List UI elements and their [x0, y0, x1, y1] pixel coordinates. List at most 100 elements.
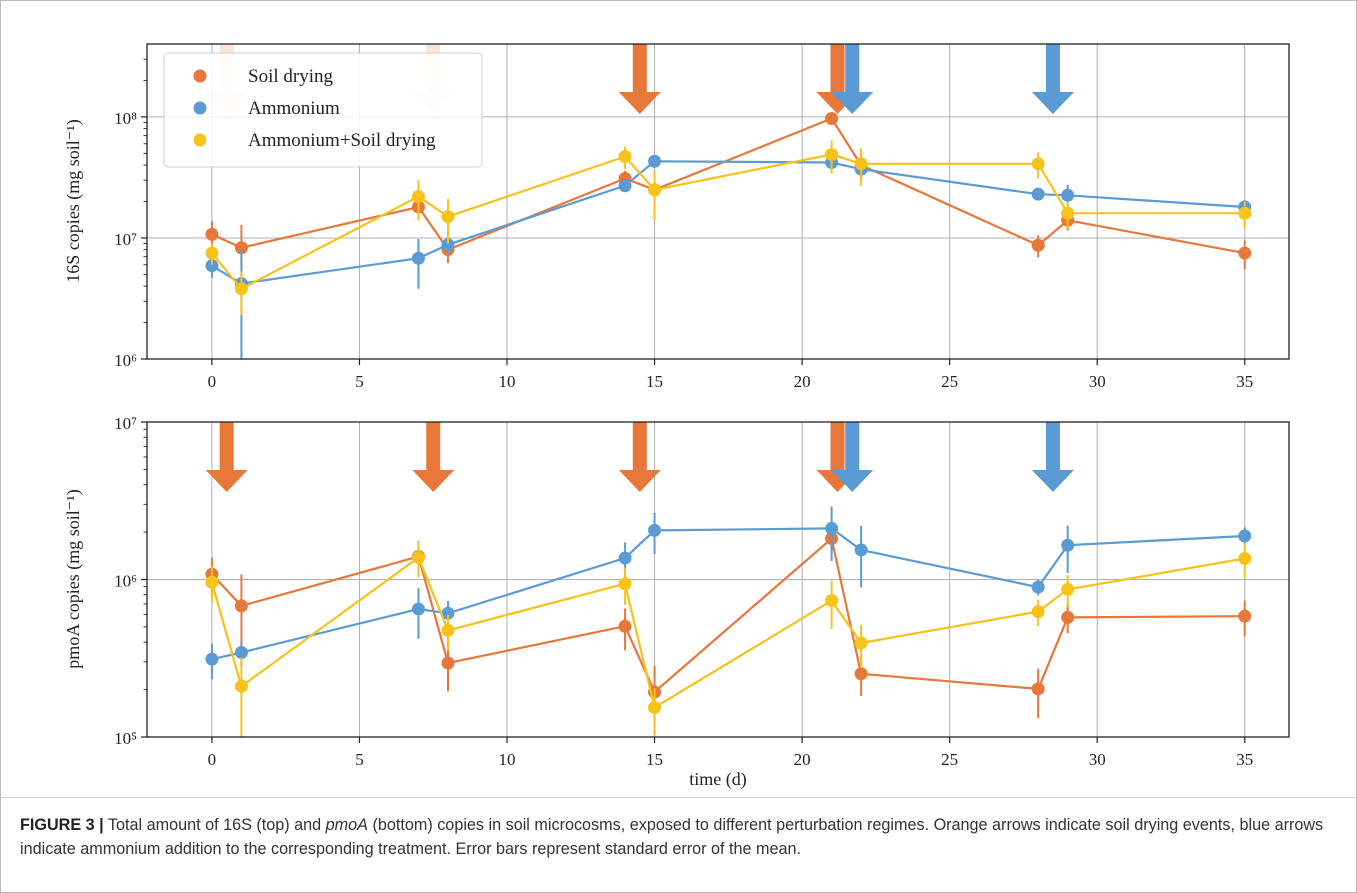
bottom-ammonium-soil-drying-point-2: [411, 550, 425, 564]
bottom-ammonium-point-9: [1061, 538, 1075, 552]
bottom-soil-drying-point-1: [234, 599, 248, 613]
bottom-ammonium-soil-drying-point-6: [825, 594, 839, 608]
top-ammonium-soil-drying-point-1: [234, 282, 248, 296]
top-soil-drying-point-8: [1031, 238, 1045, 252]
bottom-soil-drying-point-8: [1031, 682, 1045, 696]
top-ytick-label-1: 10⁷: [114, 230, 137, 249]
caption-italic-gene: pmoA: [325, 816, 368, 834]
bottom-xtick-label-15: 15: [646, 750, 663, 769]
caption-label: FIGURE 3 |: [20, 816, 104, 834]
bottom-soil-drying-point-3: [441, 656, 455, 670]
legend-label-soil-drying: Soil drying: [248, 66, 333, 87]
bottom-ammonium-soil-drying-series: [205, 542, 1252, 737]
bottom-xtick-label-5: 5: [355, 750, 364, 769]
top-xtick-label-0: 0: [208, 372, 217, 391]
top-soil-drying-point-6: [825, 111, 839, 125]
bottom-arrow-orange-0: [205, 422, 248, 492]
top-xtick-label-10: 10: [499, 372, 516, 391]
bottom-arrow-orange-1: [412, 422, 455, 492]
bottom-xtick-label-30: 30: [1089, 750, 1106, 769]
top-arrow-orange-2: [618, 44, 661, 114]
top-xtick-label-30: 30: [1089, 372, 1106, 391]
top-ammonium-soil-drying-series: [205, 140, 1252, 316]
bottom-ammonium-point-10: [1238, 529, 1252, 543]
bottom-ammonium-point-0: [205, 652, 219, 666]
top-ammonium-soil-drying-line: [211, 153, 1245, 291]
bottom-ammonium-soil-drying-point-1: [234, 679, 248, 693]
caption-text-1: Total amount of 16S (top) and: [103, 816, 326, 834]
bottom-soil-drying-point-7: [854, 667, 868, 681]
top-ammonium-point-3: [441, 238, 455, 252]
bottom-ytick-label-0: 10⁵: [114, 729, 137, 748]
legend-marker-soil-drying: [193, 69, 207, 83]
bottom-ammonium-point-3: [441, 606, 455, 620]
top-xtick-label-5: 5: [355, 372, 364, 391]
legend-marker-ammonium-soil-drying: [193, 133, 207, 147]
bottom-soil-drying-series: [205, 528, 1252, 735]
figure-charts: 0 5 10 15 20 25 30 35 10⁶ 10⁷ 10⁸ 16S copies (mg so…: [63, 43, 1290, 790]
bottom-ammonium-point-1: [234, 645, 248, 659]
top-soil-drying-point-10: [1238, 246, 1252, 260]
bottom-ammonium-soil-drying-point-4: [618, 577, 632, 591]
top-ammonium-point-2: [411, 251, 425, 265]
legend-frame: [163, 52, 483, 168]
bottom-xtick-label-20: 20: [794, 750, 811, 769]
top-soil-drying-point-1: [234, 241, 248, 255]
bottom-ammonium-soil-drying-point-5: [648, 700, 662, 714]
bottom-ammonium-soil-drying-point-7: [854, 636, 868, 650]
bottom-arrow-orange-2: [618, 422, 661, 492]
bottom-xtick-label-35: 35: [1236, 750, 1253, 769]
legend-label-ammonium: Ammonium: [248, 98, 340, 119]
bottom-ammonium-point-8: [1031, 580, 1045, 594]
top-ammonium-soil-drying-point-10: [1238, 206, 1252, 220]
top-ammonium-soil-drying-point-0: [205, 246, 219, 260]
bottom-xtick-label-25: 25: [941, 750, 958, 769]
bottom-ammonium-point-4: [618, 551, 632, 565]
figure-caption: FIGURE 3 | Total amount of 16S (top) and…: [20, 813, 1330, 861]
top-ammonium-soil-drying-point-6: [825, 147, 839, 161]
top-ammonium-point-4: [618, 179, 632, 193]
top-ytick-label-2: 10⁸: [114, 109, 137, 128]
bottom-arrow-blue-5: [1031, 422, 1074, 492]
top-ammonium-soil-drying-point-2: [411, 189, 425, 203]
bottom-ammonium-series: [205, 506, 1252, 680]
top-xtick-label-15: 15: [646, 372, 663, 391]
bottom-ammonium-point-5: [648, 523, 662, 537]
bottom-soil-drying-point-9: [1061, 610, 1075, 624]
top-xtick-label-20: 20: [794, 372, 811, 391]
top-ammonium-point-8: [1031, 187, 1045, 201]
bottom-soil-drying-line: [211, 536, 1245, 694]
bottom-ytick-label-1: 10⁶: [114, 572, 137, 591]
top-ytick-label-0: 10⁶: [114, 351, 137, 370]
top-xtick-label-35: 35: [1236, 372, 1253, 391]
top-ammonium-soil-drying-point-5: [648, 183, 662, 197]
top-soil-drying-point-0: [205, 227, 219, 241]
legend-label-ammonium-soil-drying: Ammonium+Soil drying: [248, 130, 436, 151]
top-ammonium-point-9: [1061, 188, 1075, 202]
bottom-xtick-label-10: 10: [499, 750, 516, 769]
bottom-y-axis-label: pmoA copies (mg soil⁻¹): [63, 489, 84, 668]
legend: Soil drying Ammonium Ammonium+Soil dryin…: [163, 52, 483, 168]
bottom-ammonium-soil-drying-point-10: [1238, 551, 1252, 565]
bottom-soil-drying-point-10: [1238, 609, 1252, 623]
chart-panel-pmoa: 0 5 10 15 20 25 30 35 10⁵ 10⁶ 10⁷ pmoA copies (mg s…: [63, 414, 1290, 790]
caption-text-2: (bottom) copies in soil microcosms, expo…: [20, 816, 1324, 858]
bottom-ammonium-point-7: [854, 543, 868, 557]
bottom-x-axis-label: time (d): [689, 769, 746, 790]
top-ammonium-soil-drying-point-8: [1031, 157, 1045, 171]
top-arrow-blue-5: [1031, 44, 1074, 114]
bottom-ammonium-soil-drying-point-8: [1031, 605, 1045, 619]
bottom-ammonium-soil-drying-point-9: [1061, 582, 1075, 596]
bottom-arrow-blue-4: [831, 422, 874, 492]
top-ammonium-soil-drying-point-4: [618, 150, 632, 164]
bottom-ammonium-point-2: [411, 602, 425, 616]
top-y-axis-label: 16S copies (mg soil⁻¹): [63, 119, 84, 282]
top-ammonium-soil-drying-point-3: [441, 210, 455, 224]
top-ammonium-soil-drying-point-7: [854, 157, 868, 171]
top-ammonium-point-0: [205, 259, 219, 273]
bottom-ammonium-soil-drying-point-0: [205, 575, 219, 589]
legend-marker-ammonium: [193, 101, 207, 115]
bottom-ammonium-soil-drying-point-3: [441, 623, 455, 637]
top-ammonium-point-5: [648, 154, 662, 168]
top-arrow-blue-4: [831, 44, 874, 114]
